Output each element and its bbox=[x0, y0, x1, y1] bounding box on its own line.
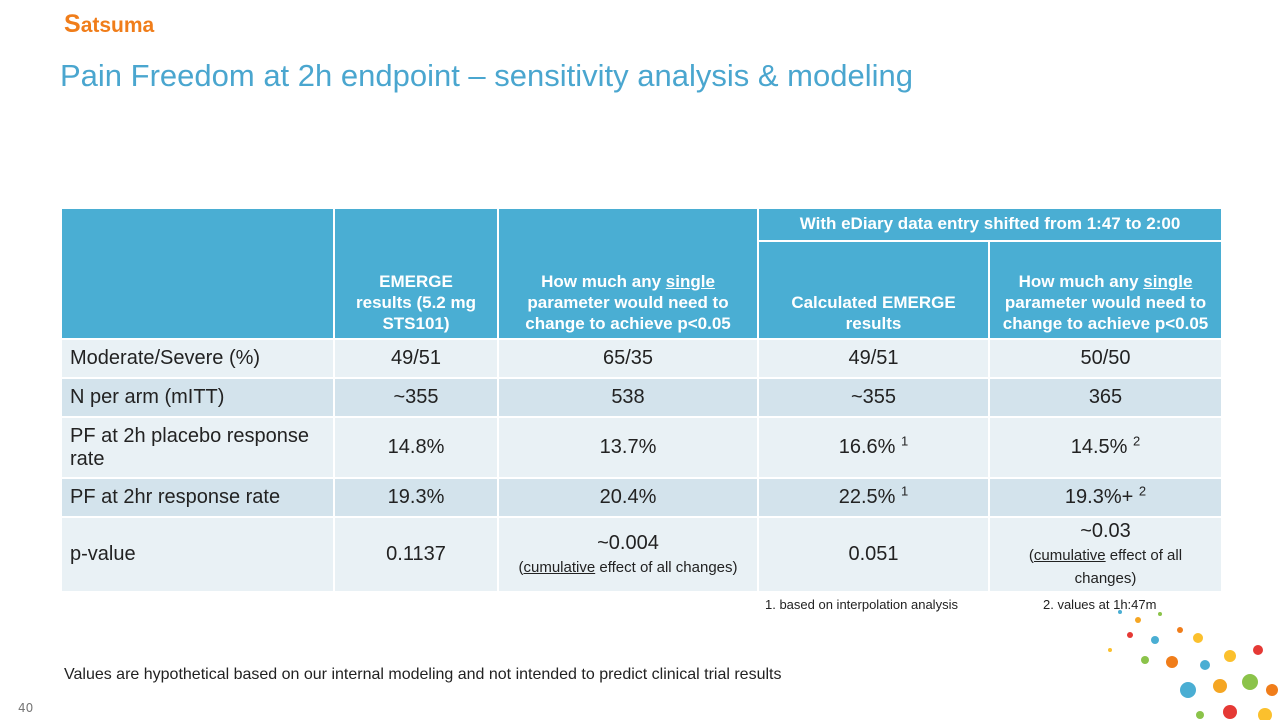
cell-text: parameter would need to change to achiev… bbox=[1002, 293, 1209, 333]
cell-text: 65/35 bbox=[602, 347, 654, 369]
cell-text: 0.051 bbox=[848, 543, 899, 565]
cell-text: 0.1137 bbox=[386, 543, 446, 565]
table-cell: 14.5% 2 bbox=[988, 416, 1223, 479]
cell-text: parameter would need to change to achiev… bbox=[525, 293, 731, 333]
cell-text: 20.4% bbox=[599, 486, 657, 508]
cell-text: effect of all changes) bbox=[595, 558, 738, 576]
table-cell: 19.3%+ 2 bbox=[988, 477, 1223, 518]
logo: Satsuma bbox=[64, 10, 154, 39]
header-row: Calculated EMERGE results How much any si… bbox=[61, 240, 1223, 340]
cell-text: EMERGE results (5.2 mg STS101) bbox=[356, 272, 476, 333]
table-cell: 49/51 bbox=[333, 338, 499, 379]
table-cell: 538 bbox=[497, 377, 759, 418]
cell-text: Calculated EMERGE results bbox=[791, 293, 956, 333]
footnote: 2. values at 1h:47m bbox=[1043, 597, 1157, 612]
table-cell: p-value bbox=[60, 516, 335, 593]
table-cell: 365 bbox=[988, 377, 1223, 418]
table-cell: 19.3% bbox=[333, 477, 499, 518]
cell-text: 14.8% bbox=[387, 436, 445, 458]
table-row: PF at 2hr response rate 19.3% 20.4% 22.5% 1… bbox=[60, 477, 1223, 518]
cell-text: 49/51 bbox=[390, 347, 442, 369]
cell-text: 365 bbox=[1088, 386, 1123, 408]
table-cell: ~0.004 (cumulative effect of all changes) bbox=[497, 516, 759, 593]
cell-text: How much any bbox=[541, 272, 666, 291]
cell-text: effect of all changes) bbox=[1074, 547, 1183, 587]
header-cell bbox=[60, 207, 335, 340]
header-cell: How much any single parameter would need… bbox=[988, 240, 1223, 340]
decorative-dots bbox=[1108, 610, 1278, 720]
table-cell: N per arm (mITT) bbox=[60, 377, 335, 418]
table-cell: 0.051 bbox=[757, 516, 990, 593]
cell-text: 22.5% bbox=[838, 486, 902, 508]
cell-text: How much any bbox=[1018, 272, 1144, 291]
logo-initial: S bbox=[64, 10, 81, 38]
header-cell: Calculated EMERGE results bbox=[757, 240, 990, 340]
table-row: p-value 0.1137 ~0.004 (cumulative effect of… bbox=[60, 516, 1223, 593]
cell-text: PF at 2hr response rate bbox=[70, 486, 281, 508]
table-cell: PF at 2h placebo response rate bbox=[60, 416, 335, 479]
table-cell: PF at 2hr response rate bbox=[60, 477, 335, 518]
table-row: PF at 2h placebo response rate 14.8% 13.7%… bbox=[60, 416, 1223, 479]
cell-text: ( bbox=[1028, 547, 1034, 564]
cell-text: p-value bbox=[70, 543, 136, 565]
table-cell: 14.8% bbox=[333, 416, 499, 479]
table-row: N per arm (mITT) ~355 538 ~355 365 bbox=[60, 377, 1223, 418]
cell-text: 2 bbox=[1138, 483, 1147, 499]
table-cell: 22.5% 1 bbox=[757, 477, 990, 518]
cell-text: 50/50 bbox=[1080, 347, 1131, 369]
table-cell: 16.6% 1 bbox=[757, 416, 990, 479]
table-cell: ~0.03 (cumulative effect of all changes) bbox=[988, 516, 1223, 593]
cell-text: ~0.03 bbox=[1080, 520, 1131, 542]
table: EMERGE results (5.2 mg STS101) How much a… bbox=[60, 207, 1223, 593]
footnote: 1. based on interpolation analysis bbox=[765, 597, 958, 612]
cell-text: cumulative bbox=[1033, 547, 1106, 564]
page-number: 40 bbox=[18, 701, 34, 715]
table-cell: ~355 bbox=[757, 377, 990, 418]
cell-text: 19.3% bbox=[387, 486, 445, 508]
cell-text: 1 bbox=[901, 433, 909, 449]
table-cell: 65/35 bbox=[497, 338, 759, 379]
header-cell: EMERGE results (5.2 mg STS101) bbox=[333, 207, 499, 340]
table-cell: 49/51 bbox=[757, 338, 990, 379]
cell-text: 49/51 bbox=[848, 347, 899, 369]
table-cell: 50/50 bbox=[988, 338, 1223, 379]
table-row: Moderate/Severe (%) 49/51 65/35 49/51 50/50 bbox=[60, 338, 1223, 379]
cell-text: ~0.004 bbox=[597, 531, 659, 554]
cell-text: 14.5% bbox=[1070, 436, 1134, 458]
cell-text: ( bbox=[518, 558, 524, 576]
cell-text: cumulative bbox=[523, 558, 596, 576]
header-row: EMERGE results (5.2 mg STS101) How much a… bbox=[60, 207, 1223, 340]
cell-text: 16.6% bbox=[838, 436, 902, 458]
logo-text: atsuma bbox=[80, 14, 155, 37]
cell-text: single bbox=[665, 272, 715, 291]
disclaimer: Values are hypothetical based on our int… bbox=[64, 666, 782, 683]
cell-text: PF at 2h placebo response rate bbox=[70, 424, 310, 470]
cell-text: Moderate/Severe (%) bbox=[70, 347, 261, 369]
cell-text: 1 bbox=[901, 483, 909, 499]
group-header-text: With eDiary data entry shifted from 1:47… bbox=[799, 214, 1181, 233]
cell-text: ~355 bbox=[393, 386, 439, 408]
cell-text: ~355 bbox=[850, 386, 897, 408]
header-cell: How much any single parameter would need… bbox=[497, 207, 759, 340]
cell-text: single bbox=[1143, 272, 1193, 291]
cell-text: 2 bbox=[1133, 433, 1141, 449]
cell-text: N per arm (mITT) bbox=[70, 386, 225, 408]
cell-text: 19.3%+ bbox=[1064, 486, 1139, 508]
table-cell: ~355 bbox=[333, 377, 499, 418]
slide-title: Pain Freedom at 2h endpoint – sensitivit… bbox=[60, 58, 913, 93]
cell-text: 13.7% bbox=[599, 436, 657, 458]
table-cell: 0.1137 bbox=[333, 516, 499, 593]
table-cell: 20.4% bbox=[497, 477, 759, 518]
cell-text: 538 bbox=[611, 386, 645, 408]
table-cell: 13.7% bbox=[497, 416, 759, 479]
group-header: With eDiary data entry shifted from 1:47… bbox=[757, 207, 1223, 242]
table-cell: Moderate/Severe (%) bbox=[60, 338, 335, 379]
